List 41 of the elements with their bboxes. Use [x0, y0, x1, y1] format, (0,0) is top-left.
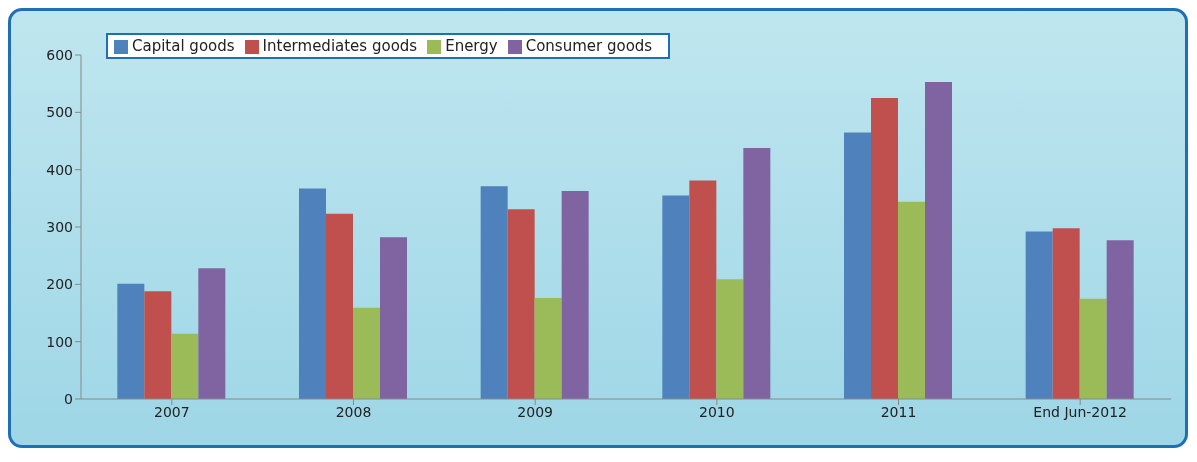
legend-label: Consumer goods — [525, 37, 653, 55]
bar — [716, 279, 744, 399]
bar — [1052, 228, 1080, 399]
bar — [871, 98, 898, 399]
x-tick-label: 2011 — [880, 403, 917, 420]
bar — [480, 186, 508, 399]
x-tick-label: 2010 — [699, 403, 735, 420]
bar — [534, 298, 562, 399]
legend-label: Intermediates goods — [262, 37, 418, 55]
legend-label: Energy — [445, 37, 498, 55]
bar — [925, 81, 952, 399]
bar — [662, 195, 690, 399]
bar — [1079, 298, 1107, 399]
legend-label: Capital goods — [132, 37, 235, 55]
x-tick-label: 2009 — [517, 403, 553, 420]
y-tick-label: 500 — [46, 104, 73, 121]
bar — [299, 188, 326, 399]
x-tick-label: End Jun-2012 — [1033, 403, 1127, 420]
bar — [561, 190, 589, 399]
bar — [117, 283, 145, 399]
bar — [898, 201, 925, 399]
y-tick-label: 100 — [46, 333, 73, 350]
y-tick-label: 200 — [46, 276, 73, 293]
bar — [380, 237, 407, 399]
bar — [144, 291, 172, 399]
bar — [1106, 240, 1134, 399]
bar — [844, 132, 871, 399]
y-tick-label: 0 — [64, 390, 73, 407]
bar — [507, 209, 535, 399]
bar — [171, 333, 199, 399]
bar — [689, 180, 717, 399]
y-tick-label: 600 — [46, 46, 73, 63]
bar — [743, 147, 771, 399]
bar — [1025, 231, 1053, 399]
y-tick-label: 300 — [46, 218, 73, 235]
bar — [353, 307, 380, 399]
y-tick-label: 400 — [46, 161, 73, 178]
x-tick-label: 2008 — [335, 403, 372, 420]
x-tick-label: 2007 — [154, 403, 190, 420]
bar — [326, 213, 353, 399]
bar — [198, 268, 226, 399]
